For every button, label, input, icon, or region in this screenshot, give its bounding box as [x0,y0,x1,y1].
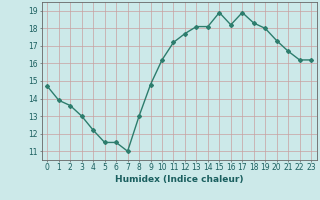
X-axis label: Humidex (Indice chaleur): Humidex (Indice chaleur) [115,175,244,184]
